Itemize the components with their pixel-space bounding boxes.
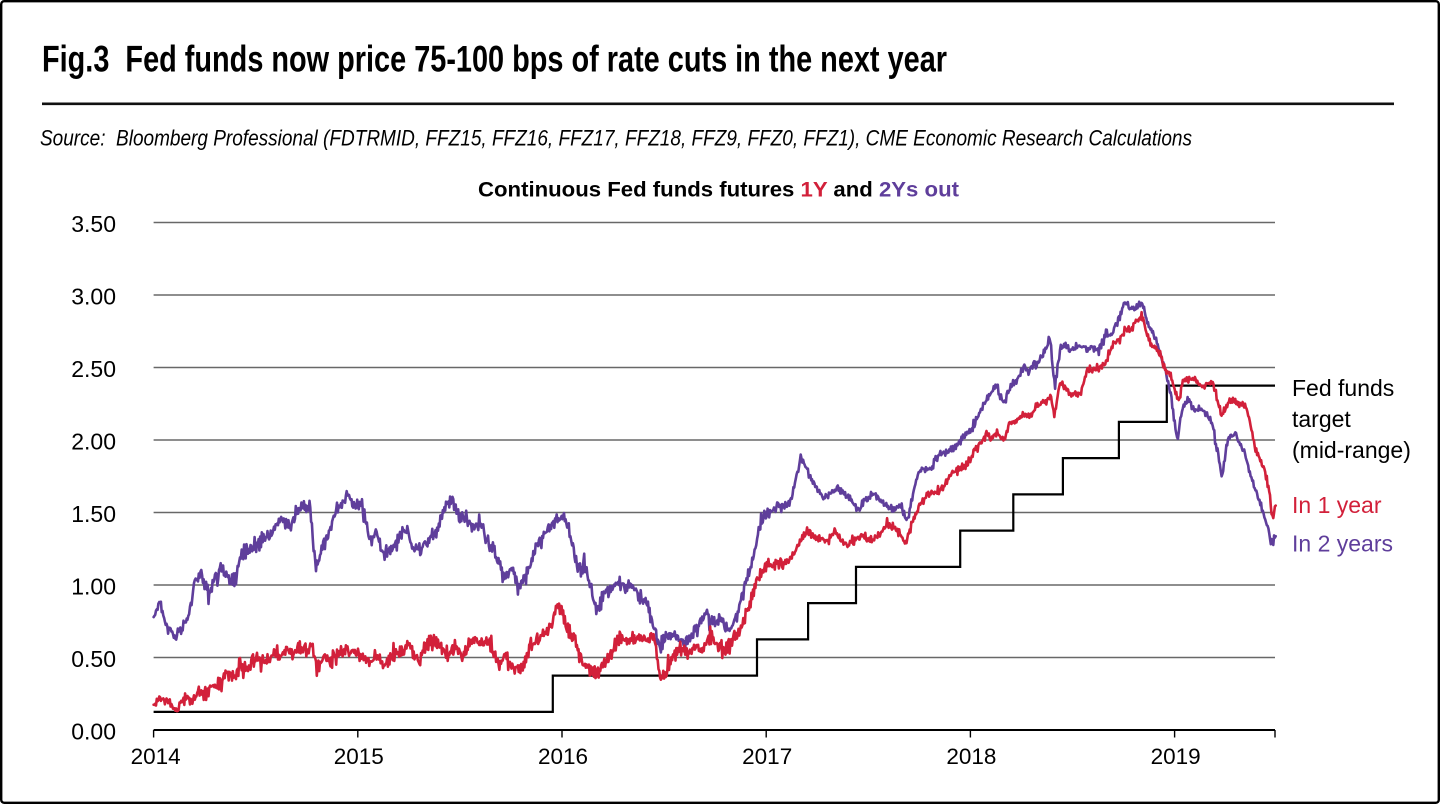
svg-text:Continuous Fed funds futures 1: Continuous Fed funds futures 1Y and 2Ys …	[478, 178, 959, 202]
svg-text:2.50: 2.50	[71, 356, 116, 382]
svg-text:2.00: 2.00	[71, 429, 116, 455]
svg-text:2014: 2014	[131, 744, 181, 769]
svg-text:1.00: 1.00	[71, 574, 116, 600]
svg-text:3.00: 3.00	[71, 284, 116, 310]
svg-text:2016: 2016	[538, 744, 588, 769]
svg-text:3.50: 3.50	[71, 211, 116, 237]
svg-text:In 2 years: In 2 years	[1292, 531, 1393, 557]
svg-text:Source: Bloomberg Professiona: Source: Bloomberg Professional (FDTRMID,…	[40, 126, 1192, 151]
svg-text:2015: 2015	[334, 744, 384, 769]
svg-text:Fig.3 Fed funds now price 75-: Fig.3 Fed funds now price 75-100 bps of …	[42, 39, 947, 80]
svg-text:(mid-range): (mid-range)	[1292, 437, 1411, 463]
svg-text:1.50: 1.50	[71, 501, 116, 527]
svg-text:0.50: 0.50	[71, 646, 116, 672]
svg-text:target: target	[1292, 406, 1351, 432]
svg-text:Fed funds: Fed funds	[1292, 375, 1394, 401]
svg-text:2019: 2019	[1151, 744, 1201, 769]
svg-text:0.00: 0.00	[71, 719, 116, 745]
svg-text:2017: 2017	[742, 744, 792, 769]
svg-text:In 1 year: In 1 year	[1292, 492, 1382, 518]
svg-text:2018: 2018	[946, 744, 996, 769]
